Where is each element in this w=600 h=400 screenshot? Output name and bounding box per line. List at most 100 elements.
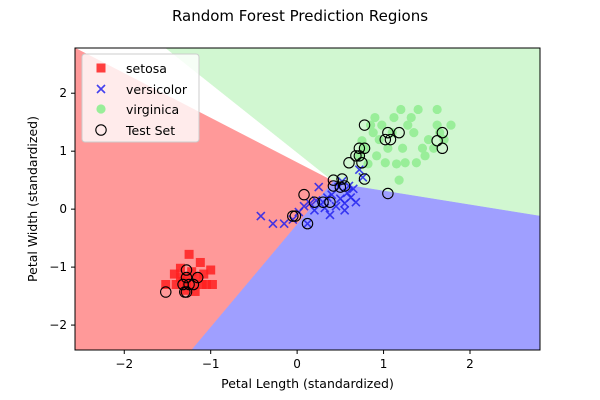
point-test-set: [191, 271, 204, 284]
legend-label-test-set: Test Set: [125, 123, 175, 138]
y-tick-label: −1: [49, 260, 67, 274]
y-tick-label: 2: [59, 86, 67, 100]
point-virginica: [368, 128, 378, 138]
x-axis-label: Petal Length (standardized): [221, 376, 394, 391]
point-virginica: [411, 158, 422, 168]
y-tick-label: 1: [59, 144, 67, 158]
point-versicolor: [311, 195, 321, 206]
point-versicolor: [299, 201, 309, 211]
point-versicolor: [358, 172, 368, 182]
legend-label-virginica: virginica: [126, 102, 179, 117]
point-virginica: [374, 134, 384, 145]
point-setosa: [180, 285, 190, 295]
plot-frame: [74, 47, 541, 351]
point-versicolor: [344, 181, 354, 191]
point-virginica: [380, 158, 390, 168]
chart-title: Random Forest Prediction Regions: [172, 7, 428, 25]
point-virginica: [446, 120, 456, 130]
point-virginica: [403, 120, 413, 130]
point-versicolor: [351, 197, 361, 207]
point-virginica: [372, 151, 382, 161]
point-test-set: [393, 126, 405, 139]
point-test-set: [301, 217, 314, 230]
x-tick-label: 1: [380, 357, 388, 371]
point-setosa: [207, 279, 217, 289]
point-setosa: [184, 249, 194, 259]
point-test-set: [336, 173, 348, 185]
point-test-set: [338, 180, 351, 192]
point-versicolor: [279, 219, 289, 229]
y-tick-label: 0: [59, 202, 67, 216]
point-test-set: [343, 157, 355, 169]
point-test-set: [379, 133, 392, 146]
point-virginica: [432, 120, 442, 130]
point-virginica: [417, 143, 428, 153]
point-test-set: [327, 180, 340, 192]
x-tick-label: −2: [115, 357, 133, 371]
point-test-set: [324, 196, 336, 208]
point-setosa: [175, 263, 185, 273]
data-points: [160, 104, 456, 298]
legend-label-setosa: setosa: [126, 61, 167, 76]
legend-box: [81, 53, 200, 143]
point-virginica: [409, 128, 419, 138]
point-versicolor: [309, 205, 319, 215]
point-setosa: [190, 286, 200, 296]
point-versicolor: [268, 219, 278, 229]
point-versicolor: [331, 201, 341, 211]
point-virginica: [389, 112, 399, 123]
x-axis: −2 −1 0 1 2: [115, 350, 474, 371]
point-test-set: [180, 271, 193, 284]
legend: setosa versicolor virginica Test Set: [81, 53, 200, 143]
point-virginica: [413, 104, 423, 115]
point-setosa: [201, 279, 211, 289]
point-test-set: [298, 188, 310, 201]
point-test-set: [327, 174, 340, 186]
legend-marker-virginica: [96, 104, 106, 114]
point-test-set: [180, 264, 193, 276]
point-test-set: [436, 142, 449, 155]
point-virginica: [394, 175, 404, 185]
point-virginica: [370, 112, 380, 123]
point-setosa: [206, 265, 216, 275]
point-setosa: [195, 257, 205, 267]
point-virginica: [406, 112, 416, 123]
x-tick-label: −1: [202, 357, 220, 371]
point-test-set: [180, 286, 193, 298]
point-virginica: [377, 120, 387, 130]
point-versicolor: [314, 182, 324, 192]
point-test-set: [358, 173, 371, 185]
legend-label-versicolor: versicolor: [126, 82, 188, 97]
point-test-set: [317, 196, 329, 208]
point-virginica: [391, 159, 402, 169]
point-test-set: [160, 286, 172, 298]
point-virginica: [423, 134, 434, 145]
point-test-set: [289, 210, 302, 222]
point-test-set: [353, 142, 366, 155]
point-virginica: [400, 158, 410, 168]
y-axis-label: Petal Width (standardized): [25, 116, 40, 282]
point-test-set: [183, 278, 195, 291]
series-virginica: [354, 104, 456, 185]
point-test-set: [382, 126, 394, 139]
point-setosa: [161, 279, 171, 289]
point-setosa: [171, 279, 181, 289]
point-versicolor: [302, 219, 313, 229]
point-test-set: [308, 196, 321, 208]
x-tick-label: 2: [466, 357, 474, 371]
series-test-set: [160, 119, 449, 298]
legend-marker-setosa: [96, 63, 106, 73]
point-virginica: [365, 120, 376, 130]
point-setosa: [188, 279, 198, 289]
y-axis: −2 −1 0 1 2: [49, 86, 75, 332]
point-versicolor: [354, 165, 364, 175]
point-test-set: [436, 126, 449, 139]
legend-marker-versicolor: [96, 84, 106, 94]
point-test-set: [384, 133, 397, 146]
point-test-set: [382, 187, 394, 200]
point-test-set: [350, 150, 362, 162]
point-test-set: [358, 119, 371, 131]
point-virginica: [383, 143, 393, 153]
point-virginica: [397, 143, 408, 153]
